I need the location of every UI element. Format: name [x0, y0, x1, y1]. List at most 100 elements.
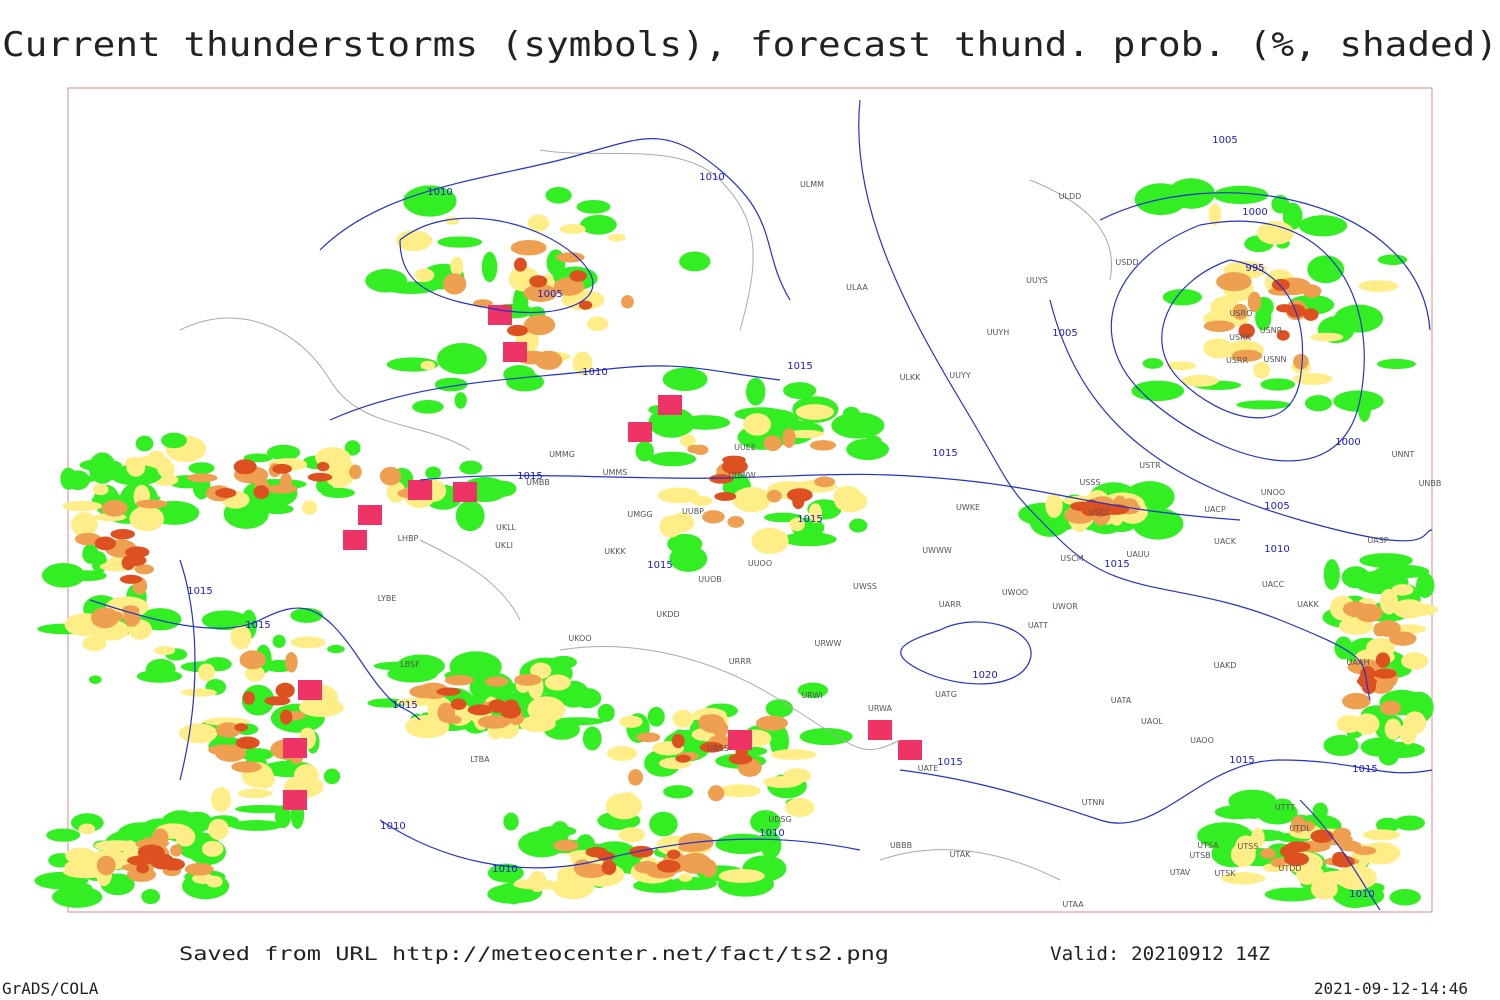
station-code: USSS	[1079, 478, 1100, 487]
station-code: ULKK	[900, 373, 922, 382]
shading-blob	[572, 351, 593, 376]
station-code: UWOO	[1002, 588, 1028, 597]
shading-blob	[1284, 852, 1309, 867]
shading-blob	[619, 715, 643, 728]
shading-blob	[732, 486, 772, 513]
shading-blob	[559, 223, 586, 235]
shading-blob	[455, 500, 485, 532]
shading-blob	[1253, 361, 1271, 379]
shading-blob	[1142, 358, 1164, 369]
shading-blob	[550, 821, 570, 844]
station-code: USNR	[1260, 326, 1283, 335]
shading-blob	[92, 483, 109, 496]
station-code: USCM	[1060, 554, 1084, 563]
shading-blob	[46, 828, 81, 842]
shading-blob	[412, 400, 444, 414]
shading-blob	[1342, 601, 1368, 617]
shading-blob	[41, 562, 86, 588]
station-code: UATG	[935, 690, 957, 699]
shading-blob	[71, 512, 98, 537]
shading-blob	[659, 515, 683, 538]
shading-blob	[506, 372, 545, 392]
shading-blob	[238, 748, 274, 761]
shading-blob	[94, 840, 140, 852]
station-code: UTAV	[1170, 868, 1191, 877]
station-code: UNOO	[1261, 488, 1285, 497]
shading-blob	[1358, 280, 1399, 292]
station-code: ULDD	[1059, 192, 1082, 201]
shading-blob	[1394, 815, 1425, 831]
shading-blob	[814, 476, 836, 488]
shading-blob	[290, 607, 324, 623]
station-code: UMMS	[603, 468, 628, 477]
shading-blob	[386, 481, 406, 503]
shading-blob	[1167, 178, 1215, 209]
shading-blob	[1323, 559, 1340, 590]
shading-blob	[510, 239, 547, 256]
shading-blob	[1162, 289, 1203, 306]
storm-symbol	[283, 738, 307, 758]
isobar-label: 1000	[1335, 437, 1360, 448]
shading-blob	[234, 804, 290, 814]
shading-blob	[290, 636, 326, 649]
shading-blob	[784, 798, 815, 818]
shading-blob	[514, 673, 542, 686]
station-code: UWWW	[922, 546, 952, 555]
station-code: UATA	[1111, 696, 1132, 705]
shading-blob	[672, 710, 695, 728]
shading-blob	[1392, 599, 1426, 619]
station-code: UKDD	[656, 610, 679, 619]
station-code: UAUU	[1126, 550, 1149, 559]
station-code: UTSB	[1189, 851, 1210, 860]
shading-blob	[1210, 296, 1240, 319]
shading-blob	[503, 699, 519, 712]
shading-blob	[713, 720, 729, 738]
shading-blob	[450, 256, 464, 276]
shading-blob	[722, 455, 746, 465]
isobar-label: 1010	[427, 187, 452, 198]
station-code: UATE	[918, 764, 939, 773]
station-code: USRR	[1226, 356, 1248, 365]
station-code: UAAH	[1346, 658, 1369, 667]
shading-blob	[161, 432, 187, 449]
shading-blob	[230, 625, 252, 650]
station-code: URWI	[801, 691, 822, 700]
shading-blob	[1230, 842, 1256, 867]
shading-blob	[799, 727, 853, 746]
shading-blob	[436, 687, 461, 696]
shading-blob	[1203, 320, 1235, 332]
shading-blob	[325, 463, 354, 488]
shading-blob	[679, 251, 711, 272]
station-code: ULAA	[846, 283, 868, 292]
shading-blob	[91, 607, 119, 629]
shading-blob	[437, 343, 487, 375]
shading-blob	[123, 608, 141, 627]
isobar-label: 1015	[245, 620, 270, 631]
shading-blob	[450, 698, 467, 710]
shading-blob	[1081, 504, 1098, 517]
shading-blob	[549, 655, 577, 669]
shading-blob	[316, 461, 330, 472]
isobar-label: 1010	[1349, 889, 1374, 900]
shading-blob	[1380, 700, 1401, 716]
isobar-label: 1005	[1212, 135, 1237, 146]
shading-blob	[201, 610, 248, 631]
station-code: USDD	[1115, 258, 1138, 267]
shading-blob	[489, 480, 517, 497]
shading-blob	[459, 460, 483, 475]
shading-blob	[657, 487, 700, 504]
shading-blob	[834, 490, 868, 513]
shading-blob	[234, 723, 249, 732]
shading-blob	[299, 698, 344, 717]
shading-blob	[1377, 254, 1408, 266]
shading-blob	[136, 863, 150, 874]
isobar-label: 1015	[937, 757, 962, 768]
shading-blob	[192, 873, 214, 884]
shading-blob	[442, 273, 467, 295]
isobar-label: 1005	[537, 289, 562, 300]
shading-blob	[395, 230, 433, 252]
shading-blob	[379, 466, 402, 486]
station-code: UWSS	[853, 582, 877, 591]
shading-blob	[82, 635, 107, 652]
shading-blob	[181, 688, 218, 697]
